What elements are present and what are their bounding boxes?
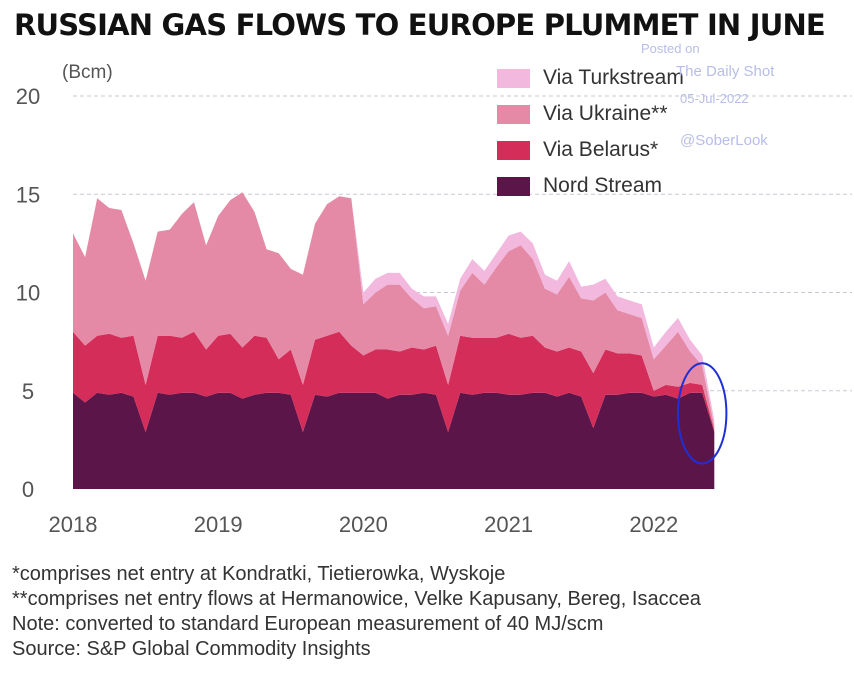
legend-label-nord-stream: Nord Stream (543, 174, 663, 197)
y-tick-label: 15 (16, 182, 40, 207)
footnote-ukraine: **comprises net entry flows at Hermanowi… (12, 588, 701, 610)
area-series-via-belarus (73, 331, 715, 432)
footnotes: *comprises net entry at Kondratki, Tieti… (12, 562, 701, 662)
watermark-handle: @SoberLook (680, 132, 768, 149)
watermark-source: The Daily Shot (676, 63, 775, 80)
highlight-ellipse (677, 362, 728, 465)
legend-label-ukraine: Via Ukraine** (543, 102, 668, 125)
y-tick-label: 20 (16, 84, 40, 109)
legend-item-turkstream: Via Turkstream (497, 60, 684, 96)
x-tick-label: 2021 (484, 512, 533, 537)
y-axis-ticks: 0 5 10 15 20 (16, 84, 40, 502)
legend-label-turkstream: Via Turkstream (543, 66, 684, 89)
y-tick-label: 10 (16, 281, 40, 306)
x-tick-label: 2020 (339, 512, 388, 537)
footnote-belarus: *comprises net entry at Kondratki, Tieti… (12, 563, 506, 585)
legend: Via Turkstream Via Ukraine** Via Belarus… (497, 60, 684, 204)
area-series-via-ukraine (73, 192, 715, 431)
watermark-posted-on: Posted on (641, 41, 700, 56)
legend-swatch-belarus (497, 140, 530, 160)
legend-swatch-nord-stream (497, 176, 530, 196)
watermark-date: 05-Jul-2022 (680, 91, 749, 106)
x-tick-label: 2018 (49, 512, 98, 537)
x-tick-label: 2022 (629, 512, 678, 537)
footnote-source: Source: S&P Global Commodity Insights (12, 638, 371, 660)
y-tick-label: 5 (22, 379, 34, 404)
footnote-conversion: Note: converted to standard European mea… (12, 613, 604, 635)
stacked-areas (73, 192, 715, 489)
y-tick-label: 0 (22, 477, 34, 502)
legend-item-ukraine: Via Ukraine** (497, 96, 684, 132)
legend-item-nord-stream: Nord Stream (497, 168, 684, 204)
legend-label-belarus: Via Belarus* (543, 138, 659, 161)
legend-swatch-ukraine (497, 104, 530, 124)
x-axis-ticks: 2018 2019 2020 2021 2022 (49, 512, 679, 537)
x-tick-label: 2019 (194, 512, 243, 537)
chart-title: RUSSIAN GAS FLOWS TO EUROPE PLUMMET IN J… (14, 8, 826, 42)
y-axis-unit-label: (Bcm) (62, 62, 113, 83)
legend-swatch-turkstream (497, 68, 530, 88)
legend-item-belarus: Via Belarus* (497, 132, 684, 168)
area-series-nord-stream (73, 392, 715, 489)
highlight-annotation (677, 362, 728, 465)
